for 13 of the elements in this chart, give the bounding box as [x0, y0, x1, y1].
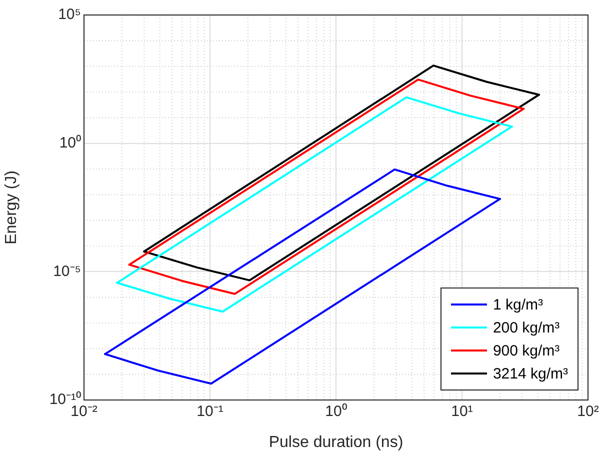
x-axis-title: Pulse duration (ns) — [268, 434, 404, 451]
x-tick-label: 10⁰ — [325, 403, 347, 420]
y-tick-label: 10⁻⁵ — [53, 262, 81, 280]
legend-label: 200 kg/m³ — [492, 320, 560, 337]
x-tick-label: 10⁻¹ — [196, 403, 224, 420]
legend-label: 900 kg/m³ — [492, 342, 560, 360]
x-tick-label: 10² — [577, 403, 599, 420]
y-tick-label: 10⁵ — [58, 6, 81, 24]
y-tick-label: 10⁰ — [59, 134, 81, 152]
legend-label: 3214 kg/m³ — [492, 366, 568, 383]
y-axis-title: Energy (J) — [3, 170, 20, 244]
x-tick-label: 10¹ — [451, 403, 473, 420]
legend-label: 1 kg/m³ — [492, 296, 543, 314]
